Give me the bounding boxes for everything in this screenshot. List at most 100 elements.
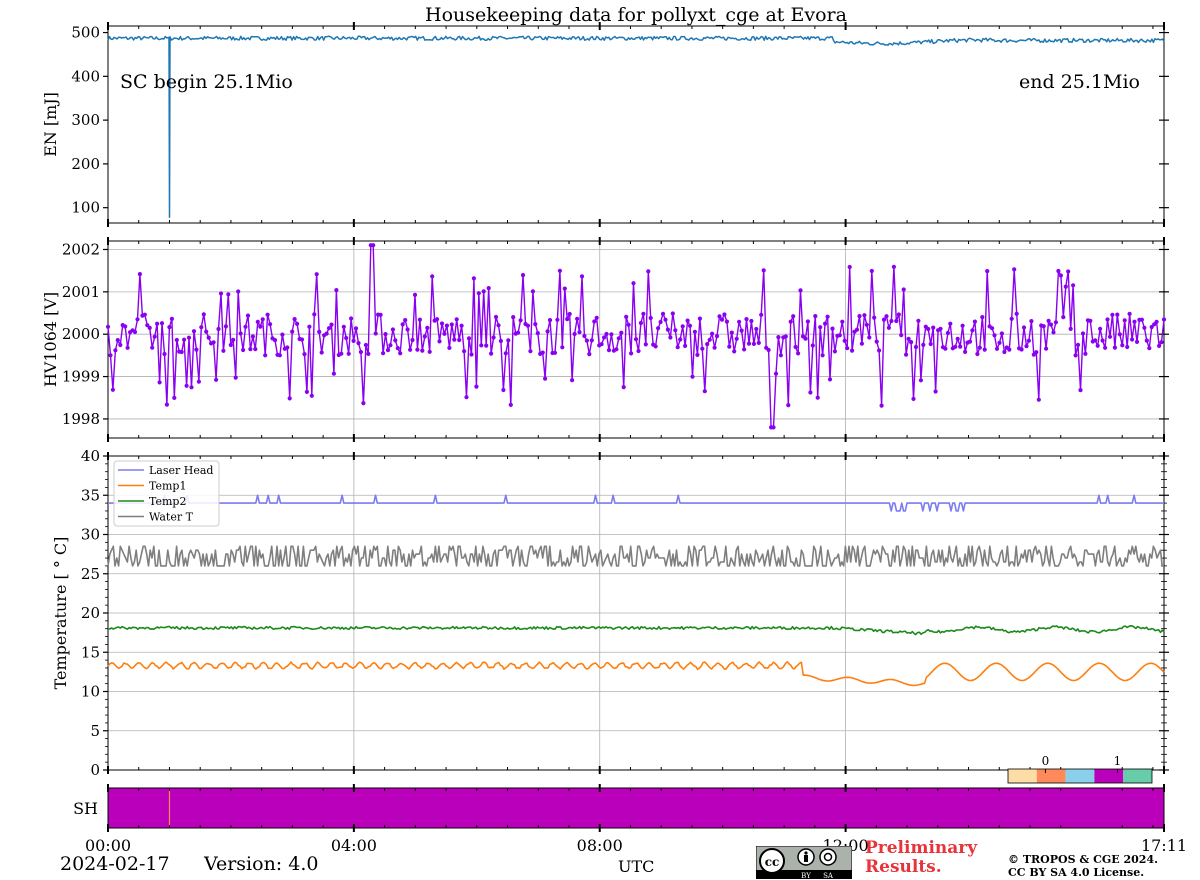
hv-point xyxy=(390,327,395,332)
hv-point xyxy=(557,268,563,273)
hv-point xyxy=(692,329,698,334)
hv-point xyxy=(633,337,639,342)
y-tick-label: 5 xyxy=(90,722,100,740)
hv-point xyxy=(813,314,818,319)
hv-point xyxy=(373,331,378,336)
hv-point xyxy=(533,322,538,327)
hv-point xyxy=(339,351,344,356)
hv-point xyxy=(1098,326,1103,331)
hv-point xyxy=(842,338,847,343)
hv-point xyxy=(872,315,877,320)
hv-point xyxy=(105,324,111,329)
hv-point xyxy=(845,346,850,351)
cc-label-by: BY xyxy=(801,872,811,879)
hv-point xyxy=(361,401,366,406)
hv-point xyxy=(449,322,454,327)
hv-point xyxy=(547,318,553,323)
hv-point xyxy=(110,387,115,392)
y-tick-label: 400 xyxy=(71,67,100,85)
shutter-ylabel: SH xyxy=(73,799,98,818)
hv-point xyxy=(722,312,727,317)
hv-point xyxy=(663,317,668,322)
hv-point xyxy=(896,312,901,317)
hv-point xyxy=(717,314,722,319)
hv-point xyxy=(1107,334,1113,339)
hv-point xyxy=(410,337,415,343)
hv-point xyxy=(884,314,889,319)
hv-point xyxy=(719,317,725,322)
hv-point xyxy=(324,331,329,336)
hv-point xyxy=(292,317,297,322)
hv-point xyxy=(641,311,646,316)
hv-point xyxy=(520,273,526,278)
hv-point xyxy=(1144,338,1149,343)
colorbar-segment xyxy=(1094,769,1124,783)
hv-point xyxy=(356,341,361,346)
hv-point xyxy=(1083,351,1088,356)
hv-point xyxy=(493,314,499,320)
hv-point xyxy=(454,317,459,322)
hv-point xyxy=(572,331,577,337)
hv-point xyxy=(334,288,339,293)
hv-point xyxy=(619,330,624,335)
hv-point xyxy=(1002,349,1007,355)
hv-point xyxy=(498,338,503,344)
hv-point xyxy=(955,336,960,341)
y-tick-label: 15 xyxy=(81,643,100,661)
hv-point xyxy=(118,342,123,348)
hv-point xyxy=(452,337,457,342)
hv-point xyxy=(233,375,238,380)
hv-point xyxy=(228,342,233,348)
y-tick-label: 25 xyxy=(81,565,100,583)
hv-point xyxy=(243,324,248,329)
colorbar-tick-label: 1 xyxy=(1114,754,1122,768)
hv-point xyxy=(1012,267,1017,272)
hv-point xyxy=(565,317,570,322)
hv-point xyxy=(678,337,683,342)
copyright-line-1: © TROPOS & CGE 2024. xyxy=(1008,853,1158,866)
preliminary-line-1: Preliminary xyxy=(865,838,978,858)
hv-point xyxy=(263,353,268,358)
hv-point xyxy=(491,335,496,340)
hv-point xyxy=(113,348,118,353)
hv-point xyxy=(754,326,759,332)
hv-point xyxy=(1014,311,1019,316)
hv-point xyxy=(631,281,636,286)
hv-point xyxy=(886,325,892,330)
hv-point xyxy=(877,348,882,353)
hv-point xyxy=(484,343,489,348)
hv-point xyxy=(606,348,612,353)
hv-point xyxy=(990,326,995,331)
hv-point xyxy=(287,396,292,401)
hv-point xyxy=(729,330,734,335)
hv-point xyxy=(304,389,309,394)
hv-point xyxy=(309,393,314,398)
hv-point xyxy=(1048,322,1054,327)
hv-point xyxy=(155,321,160,326)
hv-point xyxy=(668,335,673,340)
hv-point xyxy=(830,326,835,331)
hv-point xyxy=(1154,319,1159,324)
hv-point xyxy=(503,351,508,356)
hv-point xyxy=(970,328,975,333)
hv-point xyxy=(1021,325,1027,330)
hv-point xyxy=(997,340,1002,345)
hv-point xyxy=(1103,345,1108,350)
hv-point xyxy=(182,337,187,342)
hv-point xyxy=(299,337,305,342)
hv-point xyxy=(341,324,346,329)
hv-point xyxy=(594,315,599,320)
hv-point xyxy=(405,327,410,332)
hv-point xyxy=(1122,318,1127,323)
hv-point xyxy=(265,312,270,317)
hv-point xyxy=(474,384,479,389)
hv-series-line xyxy=(107,244,1165,429)
hv-point xyxy=(945,330,951,336)
hv-point xyxy=(916,318,921,323)
hv-point xyxy=(312,312,317,317)
hv-point xyxy=(840,319,845,324)
hv-point xyxy=(1044,346,1049,351)
hv-point xyxy=(1110,312,1115,317)
hv-point xyxy=(911,396,916,401)
temp1-line xyxy=(107,661,1165,687)
